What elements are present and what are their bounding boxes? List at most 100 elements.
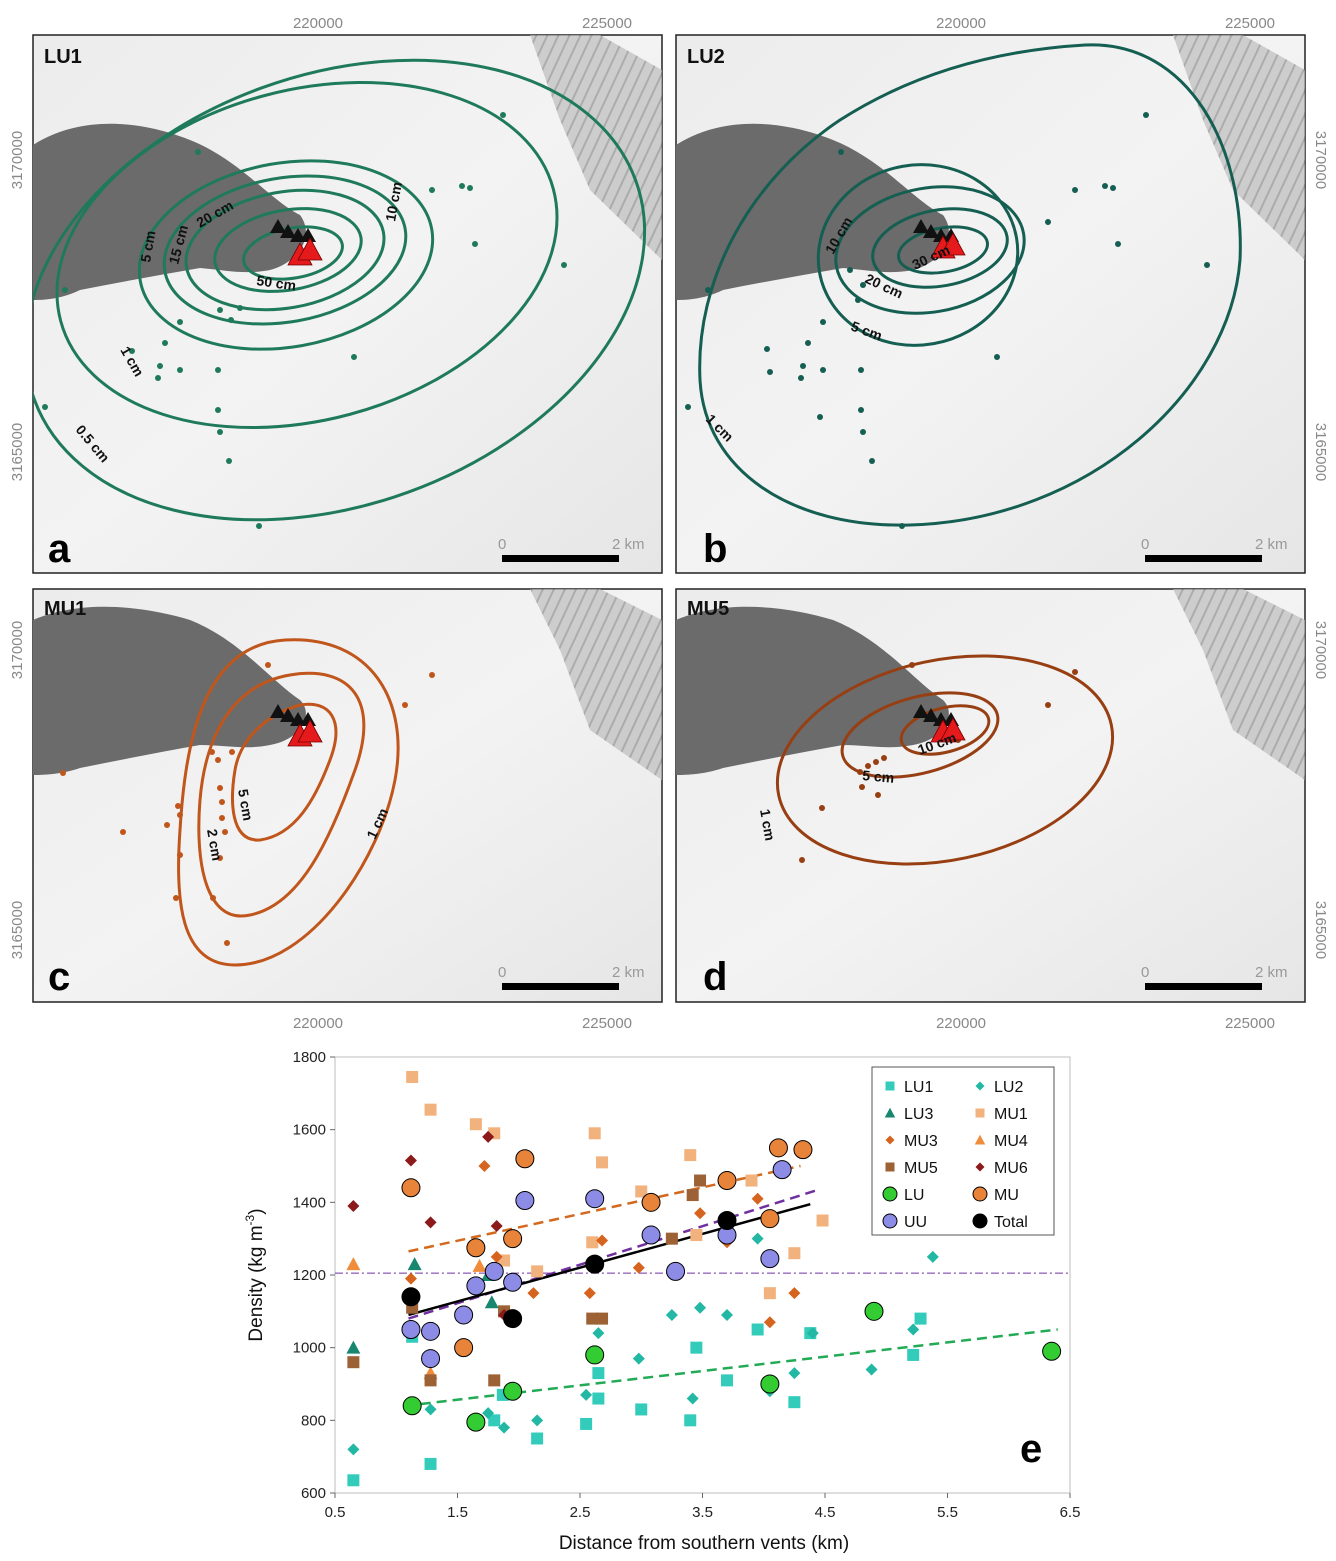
legend-label: MU3 [904,1133,938,1150]
data-point-mu [768,1138,788,1158]
data-point-mu1 [745,1174,758,1187]
data-point-mu6 [424,1216,437,1229]
data-point-lu [503,1381,523,1401]
data-point-mu5 [665,1232,678,1245]
legend-marker-lu [882,1186,898,1202]
map-bottom-x-axis: 220000 225000 220000 225000 [293,1015,1275,1032]
data-point-lu1 [751,1323,764,1336]
data-point-mu3 [596,1234,609,1247]
data-point-uu [503,1272,523,1292]
data-point-mu1 [788,1247,801,1260]
data-point-mu1 [816,1214,829,1227]
data-point-mu1 [406,1070,419,1083]
data-point-lu1 [690,1341,703,1354]
data-point-lu1 [488,1414,501,1427]
legend: LU1 LU2 LU3 MU1 MU3 MU4 MU5 MU6 LU MU UU Total [871,1066,1055,1236]
data-point-mu3 [694,1207,707,1220]
data-point-mu4 [472,1258,487,1272]
data-point-lu2 [907,1323,920,1336]
map-panel-a: 50 cm 20 cm 15 cm 10 cm 5 cm 1 cm 0.5 cm… [32,34,663,574]
panel-letter: a [48,527,71,571]
map-panel-b: 30 cm 20 cm 10 cm 5 cm 1 cm LU2 b 0 2 km [675,34,1306,574]
y-tick-label: 1600 [293,1122,326,1139]
map-frame [675,34,1306,574]
map-panel-c: 5 cm 2 cm 1 cm MU1 c 0 2 km [32,588,663,1003]
legend-marker-mu5 [885,1162,895,1172]
isopach-label: 1 cm [757,808,778,842]
series-uu [401,1160,792,1369]
map-x-tick: 220000 [936,1015,986,1032]
data-point-lu2 [788,1367,801,1380]
data-point-lu2 [632,1352,645,1365]
scale-bar: 0 2 km [498,964,645,990]
data-point-mu6 [404,1154,417,1167]
legend-label: LU [904,1187,924,1204]
data-point-lu [1042,1341,1062,1361]
x-tick-label: 4.5 [815,1504,836,1521]
map-y-tick: 3165000 [1312,901,1329,959]
y-tick-label: 1000 [293,1340,326,1357]
legend-label: UU [904,1214,927,1231]
data-point-lu2 [751,1232,764,1245]
data-point-mu6 [347,1199,360,1212]
legend-label: LU3 [904,1106,933,1123]
data-point-mu3 [763,1316,776,1329]
data-point-lu1 [635,1403,648,1416]
data-point-mu6 [482,1130,495,1143]
data-point-mu1 [596,1156,609,1169]
scale-zero: 0 [498,964,506,981]
legend-label: Total [994,1214,1028,1231]
data-point-mu1 [588,1127,601,1140]
data-point-mu [641,1192,661,1212]
data-point-uu [421,1321,441,1341]
legend-marker-total [972,1213,988,1229]
data-point-mu1 [531,1265,544,1278]
data-point-mu3 [632,1261,645,1274]
isopach-label: 10 cm [382,181,405,223]
data-point-lu [760,1374,780,1394]
legend-marker-uu [882,1213,898,1229]
data-point-mu4 [346,1257,361,1271]
data-point-mu [760,1209,780,1229]
isopach-lines [177,638,400,967]
isopach-labels: 50 cm 20 cm 15 cm 10 cm 5 cm 1 cm 0.5 cm [73,181,405,466]
scale-end: 2 km [612,536,645,553]
data-point-lu1 [684,1414,697,1427]
data-point-mu3 [478,1160,491,1172]
data-point-uu [760,1249,780,1269]
data-point-lu2 [531,1414,544,1427]
legend-marker-mu [972,1186,988,1202]
legend-marker-mu4 [974,1134,986,1145]
map-top-x-axis: 220000 225000 220000 225000 [293,15,1275,32]
data-point-lu1 [721,1374,733,1387]
data-point-mu5 [488,1374,501,1387]
scale-end: 2 km [1255,536,1288,553]
legend-label: MU1 [994,1106,1028,1123]
data-point-lu2 [424,1403,437,1416]
panel-letter: d [703,955,727,999]
sample-sites [685,112,1210,529]
data-point-total [585,1254,605,1274]
panel-letter: b [703,527,727,571]
data-point-lu2 [482,1407,495,1420]
scale-zero: 0 [1141,964,1149,981]
data-point-lu2 [665,1308,678,1321]
data-point-mu5 [686,1189,699,1202]
map-x-tick: 225000 [1225,1015,1275,1032]
panel-letter: e [1020,1427,1042,1471]
scarp-hatch [530,35,662,260]
map-panel-d: 10 cm 5 cm 1 cm MU5 d 0 2 km [675,588,1306,1003]
legend-marker-mu1 [975,1108,985,1118]
data-point-mu1 [635,1185,648,1198]
data-point-uu [772,1160,792,1180]
data-point-mu1 [690,1229,703,1242]
data-point-lu [466,1412,486,1432]
unit-label: LU1 [44,46,82,68]
data-point-uu [466,1276,486,1296]
x-axis-label: Distance from southern vents (km) [559,1533,849,1554]
data-point-uu [641,1225,661,1245]
scale-end: 2 km [612,964,645,981]
isopach-lines [775,654,1115,866]
data-point-uu [454,1305,474,1325]
